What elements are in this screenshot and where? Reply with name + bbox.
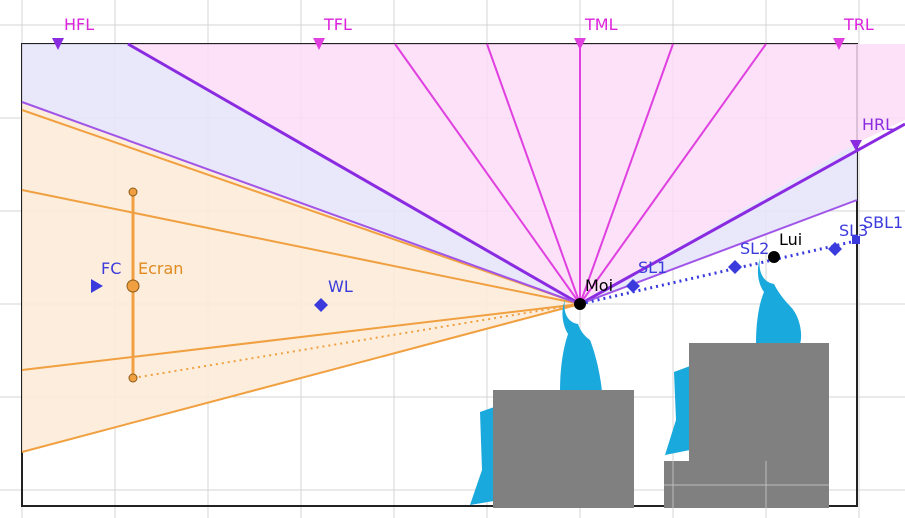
- screen-angle-zone: [22, 102, 580, 452]
- ecran-label: Ecran: [138, 259, 183, 278]
- screen-lines: [21, 109, 581, 453]
- labels: HFL TFL TML TRL HRL SBL1 SL3 SL2 SL1 Lui…: [64, 15, 903, 296]
- tml-label: TML: [584, 15, 618, 34]
- tml-marker[interactable]: [574, 38, 586, 50]
- wl-label: WL: [328, 277, 353, 296]
- tfl-marker[interactable]: [313, 38, 325, 50]
- hfl-label: HFL: [64, 15, 94, 34]
- front-height-zone: [22, 44, 580, 304]
- trl-label: TRL: [843, 15, 874, 34]
- wl-marker[interactable]: [314, 298, 328, 312]
- sbl-label: SBL1: [863, 213, 903, 232]
- fc-marker[interactable]: [91, 279, 103, 293]
- sl1-label: SL1: [638, 258, 667, 277]
- rear-seat-person: [664, 258, 829, 508]
- top-lines: [394, 43, 767, 305]
- hrl-marker[interactable]: [850, 140, 862, 151]
- hfl-marker[interactable]: [52, 38, 64, 50]
- hrl-label: HRL: [862, 115, 894, 134]
- trl-marker[interactable]: [833, 38, 845, 50]
- rear-height-zone: [580, 143, 857, 304]
- sl3-label: SL3: [839, 221, 868, 240]
- fc-label: FC: [101, 259, 121, 278]
- lui-label: Lui: [779, 230, 802, 249]
- moi-point[interactable]: [574, 298, 586, 310]
- sl1-marker[interactable]: [626, 279, 640, 293]
- moi-label: Moi: [585, 276, 613, 295]
- front-seat-person: [470, 300, 634, 508]
- screen-center-point[interactable]: [126, 279, 140, 293]
- height-lines-thin: [21, 101, 858, 305]
- height-lines: [127, 42, 905, 306]
- sl2-label: SL2: [740, 239, 769, 258]
- screen-top-point: [128, 187, 138, 197]
- sbl-marker[interactable]: [852, 236, 860, 244]
- tfl-label: TFL: [323, 15, 352, 34]
- lui-point[interactable]: [768, 251, 780, 263]
- screen-bottom-point: [128, 373, 138, 383]
- top-zone: [128, 44, 857, 304]
- sl2-marker[interactable]: [728, 260, 742, 274]
- top-zone-outside: [857, 44, 905, 143]
- sl3-marker[interactable]: [828, 242, 842, 256]
